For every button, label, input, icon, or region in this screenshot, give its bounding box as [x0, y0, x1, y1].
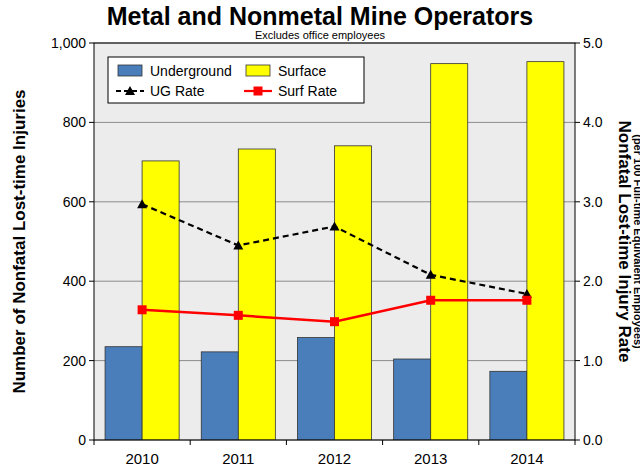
tick-label: 2012	[318, 450, 351, 467]
title: Metal and Nonmetal Mine Operators	[107, 2, 533, 30]
tick-label: 3.0	[583, 194, 603, 210]
bar	[297, 338, 334, 440]
plot-background	[94, 43, 575, 440]
tick-mark	[89, 122, 94, 123]
axis-label: Number of Nonfatal Lost-time Injuries	[10, 89, 29, 393]
tick-mark	[575, 122, 580, 123]
marks	[105, 62, 564, 440]
tick-mark	[286, 440, 287, 445]
marker	[330, 317, 339, 326]
tick-mark	[575, 360, 580, 361]
marker	[330, 221, 340, 230]
tick-mark	[89, 281, 94, 282]
tick-mark	[575, 201, 580, 202]
bar	[490, 371, 527, 440]
tick-mark	[575, 440, 576, 445]
tick-mark	[89, 360, 94, 361]
subtitle: Excludes office employees	[255, 29, 386, 41]
tick-label: 200	[63, 353, 87, 369]
legend-swatch	[246, 65, 270, 76]
tick-label: 600	[63, 194, 87, 210]
tick-label: 2010	[125, 450, 158, 467]
tick-mark	[478, 440, 479, 445]
tick-label: 2013	[414, 450, 447, 467]
tick-label: 800	[63, 114, 87, 130]
marker	[233, 240, 243, 249]
tick-mark	[382, 440, 383, 445]
chart: 0 200 400 600 800 1,000 0.0 1.0 2.0 3.0 4.0 5.0 2010…	[0, 0, 640, 472]
tick-label: 2.0	[583, 273, 603, 289]
marker	[426, 270, 436, 279]
tick-mark	[575, 440, 580, 441]
bar	[105, 347, 142, 440]
marker	[426, 296, 435, 305]
grid-line	[94, 122, 575, 123]
legend-label: UG Rate	[150, 83, 205, 99]
bar	[335, 146, 372, 440]
marker	[234, 311, 243, 320]
line	[142, 204, 527, 294]
tick-label: 400	[63, 273, 87, 289]
bar	[431, 64, 468, 440]
tick-label: 2014	[510, 450, 543, 467]
tick-label: 0	[78, 432, 86, 448]
tick-label: 5.0	[583, 35, 603, 51]
legend-marker	[125, 86, 135, 95]
marker	[522, 296, 531, 305]
tick-mark	[575, 281, 580, 282]
tick-mark	[190, 440, 191, 445]
tick-mark	[94, 440, 95, 445]
tick-mark	[575, 43, 580, 44]
tick-mark	[89, 43, 94, 44]
legend-label: Underground	[150, 63, 232, 79]
tick-label: 0.0	[583, 432, 603, 448]
bar	[527, 62, 564, 440]
legend-marker	[254, 87, 263, 96]
tick-label: 1,000	[51, 35, 86, 51]
legend-label: Surf Rate	[278, 83, 337, 99]
tick-label: 4.0	[583, 114, 603, 130]
legend-box	[108, 57, 364, 103]
bar	[394, 359, 431, 440]
plot-frame	[94, 43, 575, 440]
tick-label: 1.0	[583, 353, 603, 369]
legend-label: Surface	[278, 63, 326, 79]
axis-label: (per 100 Full-time Equivalent Employees)	[632, 134, 640, 349]
bar	[201, 352, 238, 440]
bar	[142, 161, 179, 440]
tick-label: 2011	[222, 450, 254, 467]
marker	[138, 305, 147, 314]
marker	[137, 199, 147, 208]
bar	[238, 149, 275, 440]
tick-mark	[89, 440, 94, 441]
legend-swatch	[118, 65, 142, 76]
axis-label: Nonfatal Lost-time Injury Rate	[615, 121, 634, 363]
legend: Underground Surface UG Rate Surf Rate	[108, 57, 364, 103]
tick-mark	[89, 201, 94, 202]
